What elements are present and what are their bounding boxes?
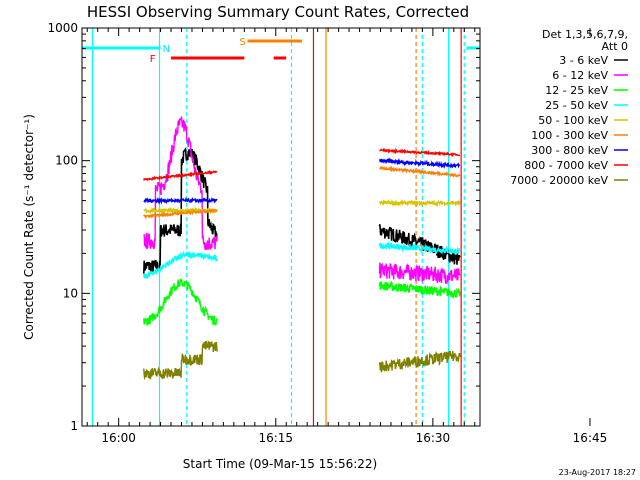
series-line-8 [143, 340, 461, 381]
series-line-2 [143, 278, 461, 326]
y-tick-label: 100 [55, 154, 78, 168]
legend-entry-label: 25 - 50 keV [545, 99, 608, 112]
series-line-5 [143, 165, 461, 221]
legend-entry-label: 300 - 800 keV [531, 144, 608, 157]
plot-frame [81, 27, 481, 427]
flag-letter-s: S [239, 37, 245, 48]
y-tick-label: 10 [63, 286, 78, 300]
x-axis-label: Start Time (09-Mar-15 15:56:22) [183, 457, 377, 471]
flag-letter-f: F [150, 54, 156, 65]
legend-entry-label: 800 - 7000 keV [524, 159, 608, 172]
legend-entry-label: 6 - 12 keV [552, 69, 608, 82]
x-tick-label: 16:30 [416, 431, 451, 445]
flag-letter-n: N [163, 44, 170, 55]
legend-entry-label: 7000 - 20000 keV [510, 174, 608, 187]
x-tick-label: 16:15 [258, 431, 293, 445]
chart-title: HESSI Observing Summary Count Rates, Cor… [87, 3, 469, 21]
series-line-1 [143, 116, 461, 285]
series-line-6 [143, 157, 460, 205]
y-tick-label: 1000 [47, 21, 78, 35]
series-line-7 [143, 147, 461, 182]
footer-date: 23-Aug-2017 18:27 [559, 468, 636, 477]
y-tick-label: 1 [70, 419, 78, 433]
x-tick-label: 16:45 [573, 431, 608, 445]
legend-header: Att 0 [602, 40, 628, 53]
legend-header: Det 1,3,5,6,7,9, [542, 28, 628, 41]
legend-entry-label: 12 - 25 keV [545, 84, 608, 97]
series-line-3 [143, 240, 460, 279]
legend-entry-label: 100 - 300 keV [531, 129, 608, 142]
legend-entry-label: 50 - 100 keV [538, 114, 608, 127]
legend-entry-label: 3 - 6 keV [559, 54, 608, 67]
x-tick-label: 16:00 [101, 431, 136, 445]
series-line-4 [143, 198, 461, 216]
y-axis-label: Corrected Count Rate (s⁻¹ detector⁻¹) [22, 114, 36, 340]
